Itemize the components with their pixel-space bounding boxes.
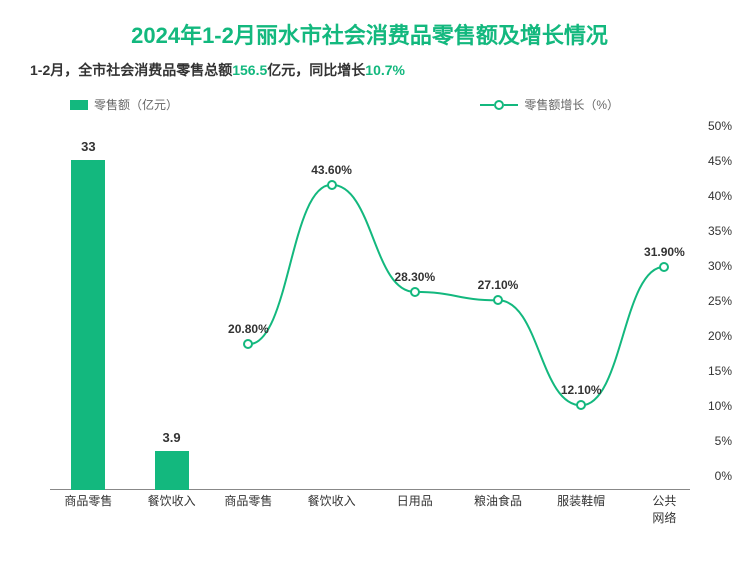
chart-subtitle: 1-2月，全市社会消费品零售总额156.5亿元，同比增长10.7%	[0, 60, 739, 80]
y2-tick-label: 15%	[708, 364, 732, 378]
y2-tick-label: 50%	[708, 119, 732, 133]
y2-tick-label: 30%	[708, 259, 732, 273]
y2-tick-label: 35%	[708, 224, 732, 238]
line-value-label: 43.60%	[311, 163, 352, 177]
line-value-label: 20.80%	[228, 322, 269, 336]
legend-line-label: 零售额增长（%）	[524, 96, 619, 113]
line-marker	[410, 287, 420, 297]
legend-line-item: 零售额增长（%）	[480, 96, 619, 113]
subtitle-value1: 156.5	[232, 62, 267, 78]
subtitle-mid: 亿元，同比增长	[267, 62, 365, 78]
y2-tick-label: 0%	[715, 469, 732, 483]
subtitle-prefix: 1-2月，全市社会消费品零售总额	[30, 62, 232, 78]
y2-tick-label: 40%	[708, 189, 732, 203]
legend-bar-item: 零售额（亿元）	[70, 96, 178, 113]
chart-plot-area: 商品零售餐饮收入商品零售餐饮收入日用品粮油食品服装鞋帽公共网络 0%5%10%1…	[50, 140, 690, 520]
legend-bar-swatch	[70, 100, 88, 110]
subtitle-value2: 10.7%	[365, 62, 405, 78]
line-value-label: 31.90%	[644, 245, 685, 259]
line-path	[248, 185, 664, 406]
line-marker	[493, 295, 503, 305]
line-marker	[576, 400, 586, 410]
y2-tick-label: 10%	[708, 399, 732, 413]
line-marker	[243, 339, 253, 349]
legend-line-swatch	[480, 100, 518, 110]
line-marker	[327, 180, 337, 190]
y2-tick-label: 5%	[715, 434, 732, 448]
line-value-label: 27.10%	[478, 278, 519, 292]
line-value-label: 12.10%	[561, 383, 602, 397]
line-marker	[659, 262, 669, 272]
line-value-label: 28.30%	[394, 270, 435, 284]
chart-title: 2024年1-2月丽水市社会消费品零售额及增长情况	[0, 0, 739, 50]
y2-tick-label: 20%	[708, 329, 732, 343]
legend-bar-label: 零售额（亿元）	[94, 96, 178, 113]
y2-tick-label: 25%	[708, 294, 732, 308]
legend: 零售额（亿元） 零售额增长（%）	[0, 80, 739, 113]
y2-tick-label: 45%	[708, 154, 732, 168]
line-path-svg	[50, 140, 690, 520]
